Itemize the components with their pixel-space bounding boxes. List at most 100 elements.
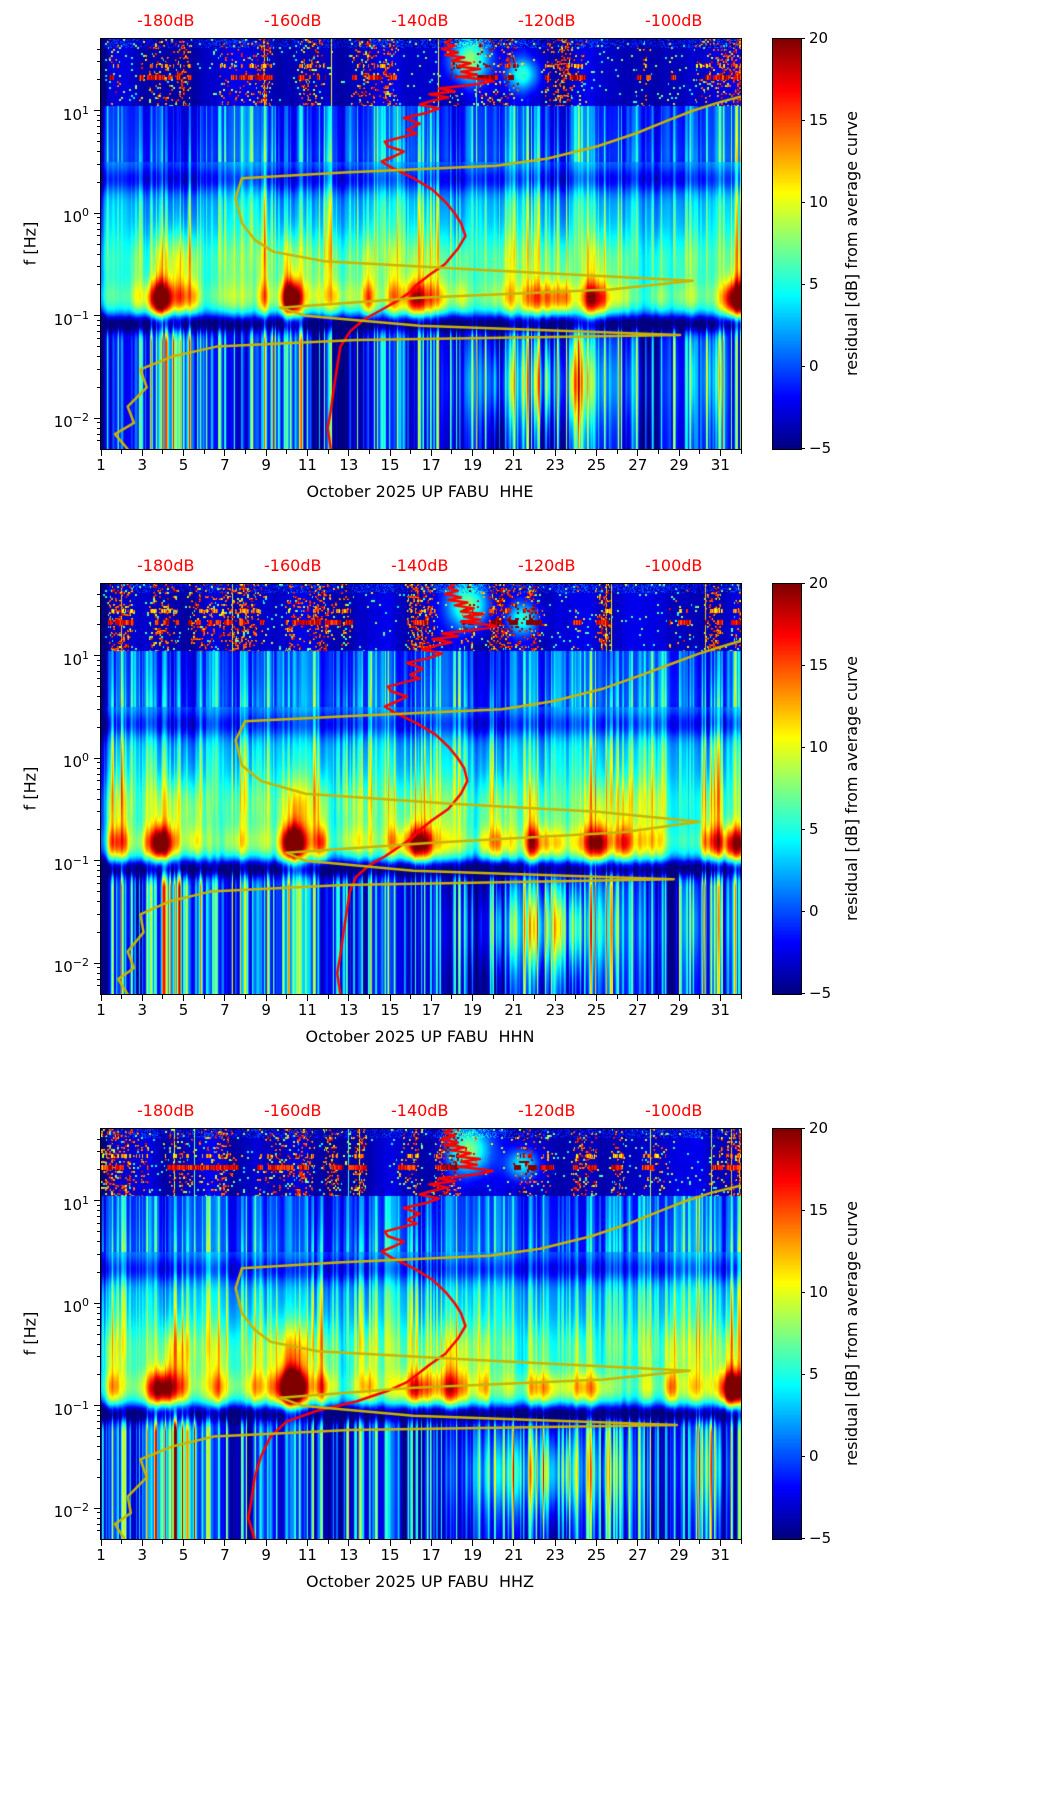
y-minor-tick (97, 882, 101, 884)
colorbar-label: residual [dB] from average curve (841, 1200, 861, 1466)
x-minor-tick (286, 1540, 288, 1544)
x-major-tick (595, 995, 597, 1001)
x-minor-tick (575, 1540, 577, 1544)
y-minor-tick (97, 985, 101, 987)
x-major-tick (719, 995, 721, 1001)
spectrum-curves-overlay (101, 584, 741, 994)
colorbar-tick (801, 365, 805, 367)
y-minor-tick (97, 228, 101, 230)
x-minor-tick (492, 995, 494, 999)
x-major-tick (678, 450, 680, 456)
x-tick-label: 5 (178, 1546, 189, 1564)
x-tick-label: 25 (586, 1546, 607, 1564)
y-minor-tick (97, 901, 101, 903)
y-minor-tick (97, 132, 101, 134)
x-axis-title: October 2025 UP FABU HHZ (306, 1572, 534, 1591)
top-db-axis-label: -160dB (264, 11, 322, 30)
y-minor-tick (97, 798, 101, 800)
x-tick-label: 13 (339, 456, 359, 474)
colorbar-tick-label: 5 (809, 820, 819, 838)
y-minor-tick (97, 870, 101, 872)
x-minor-tick (616, 450, 618, 454)
colorbar-label: residual [dB] from average curve (841, 110, 861, 376)
spectrum-curves-overlay (101, 39, 741, 449)
x-minor-tick (245, 1540, 247, 1544)
x-major-tick (389, 995, 391, 1001)
x-major-tick (100, 1540, 102, 1546)
colorbar-tick (801, 582, 805, 584)
colorbar-tick (801, 1537, 805, 1539)
x-major-tick (306, 995, 308, 1001)
x-tick-label: 25 (586, 1001, 607, 1019)
y-minor-tick (97, 1530, 101, 1532)
y-minor-tick (97, 1512, 101, 1514)
x-major-tick (719, 450, 721, 456)
x-major-tick (306, 450, 308, 456)
colorbar-tick-label: 15 (809, 111, 829, 129)
x-tick-label: 23 (545, 1001, 565, 1019)
x-minor-tick (492, 450, 494, 454)
y-minor-tick (97, 1241, 101, 1243)
x-minor-tick (286, 450, 288, 454)
y-minor-tick (97, 665, 101, 667)
x-minor-tick (245, 450, 247, 454)
x-tick-label: 31 (710, 1001, 730, 1019)
x-tick-label: 25 (586, 456, 607, 474)
x-tick-label: 17 (421, 456, 441, 474)
y-minor-tick (97, 61, 101, 63)
x-minor-tick (575, 995, 577, 999)
y-minor-tick (97, 1318, 101, 1320)
x-tick-label: 23 (545, 456, 565, 474)
y-axis-label-container: f [Hz] (6, 38, 54, 448)
colorbar-tick (801, 283, 805, 285)
colorbar-tick (801, 664, 805, 666)
colorbar-tick (801, 746, 805, 748)
x-major-tick (348, 1540, 350, 1546)
y-major-tick (94, 1507, 100, 1509)
x-minor-tick (410, 995, 412, 999)
y-minor-tick (97, 1271, 101, 1273)
y-minor-tick (97, 1216, 101, 1218)
x-tick-label: 9 (261, 1001, 271, 1019)
y-minor-tick (97, 48, 101, 50)
plot-area: 1 3 5 7 9 11 13 15 17 19 21 23 25 27 29 31 101 100 10−1 10−… (54, 1102, 742, 1564)
y-major-tick (94, 417, 100, 419)
y-minor-tick (97, 767, 101, 769)
colorbar-tick-label: 20 (809, 1119, 829, 1137)
y-major-tick (94, 757, 100, 759)
x-major-tick (472, 1540, 474, 1546)
x-major-tick (348, 995, 350, 1001)
colorbar-gradient (773, 584, 801, 994)
colorbar-tick (801, 37, 805, 39)
x-tick-label: 31 (710, 1546, 730, 1564)
y-minor-tick (97, 1427, 101, 1429)
x-minor-tick (162, 450, 164, 454)
y-axis-label: f [Hz] (20, 221, 40, 265)
x-tick-label: 11 (297, 1546, 317, 1564)
x-tick-label: 21 (504, 1001, 524, 1019)
y-major-tick (94, 1200, 100, 1202)
x-minor-tick (368, 450, 370, 454)
x-tick-label: 29 (669, 1546, 689, 1564)
x-tick-label: 15 (380, 456, 400, 474)
y-minor-tick (97, 780, 101, 782)
colorbar (772, 38, 802, 450)
y-minor-tick (97, 593, 101, 595)
x-major-tick (224, 450, 226, 456)
y-major-tick (94, 212, 100, 214)
x-major-tick (265, 1540, 267, 1546)
y-minor-tick (97, 1204, 101, 1206)
x-minor-tick (740, 1540, 742, 1544)
colorbar-tick (801, 447, 805, 449)
y-minor-tick (97, 659, 101, 661)
x-major-tick (389, 1540, 391, 1546)
x-axis-title: October 2025 UP FABU HHN (305, 1027, 535, 1046)
colorbar (772, 1128, 802, 1540)
colorbar-tick-label: 10 (809, 738, 829, 756)
y-minor-tick (97, 1415, 101, 1417)
x-minor-tick (121, 995, 123, 999)
y-minor-tick (97, 368, 101, 370)
colorbar-gradient (773, 39, 801, 449)
top-db-axis-label: -140dB (390, 11, 449, 30)
x-tick-label: 15 (380, 1546, 400, 1564)
